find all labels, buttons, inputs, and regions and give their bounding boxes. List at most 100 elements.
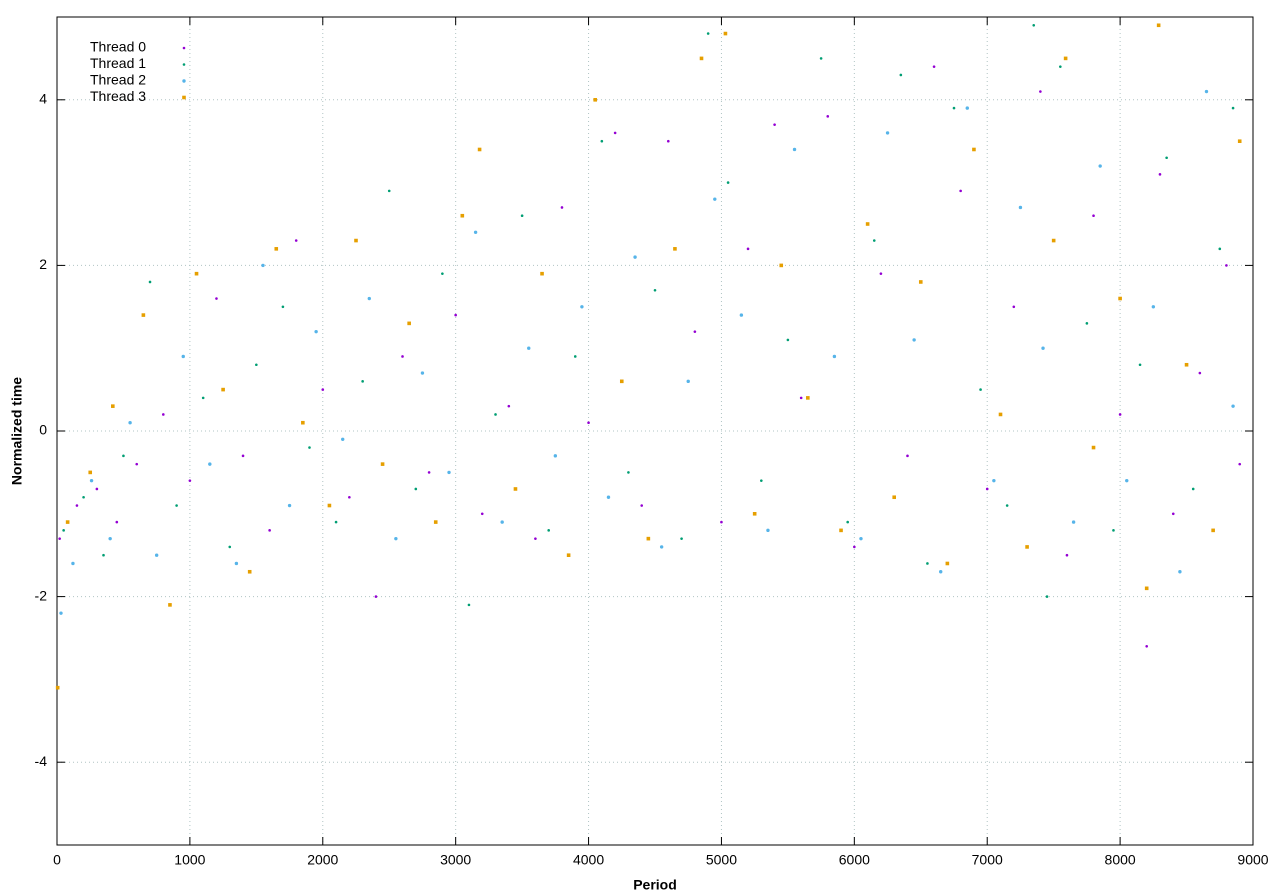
point (600, 139, 604, 143)
point (1231, 106, 1235, 110)
point (1051, 238, 1056, 243)
point (1125, 478, 1129, 483)
point (1165, 156, 1168, 160)
point (1156, 23, 1161, 28)
point (281, 305, 285, 309)
y-tick-label: 2 (39, 256, 47, 272)
point (427, 471, 431, 474)
point (965, 106, 969, 110)
point (1138, 363, 1142, 367)
point (354, 238, 358, 243)
point (1225, 264, 1228, 267)
point (175, 504, 178, 507)
point (221, 387, 225, 392)
point (899, 73, 903, 77)
point (314, 329, 318, 334)
point (723, 31, 728, 36)
point (693, 330, 697, 333)
point (1041, 346, 1045, 350)
point (1092, 214, 1095, 218)
point (832, 354, 837, 359)
point (1118, 413, 1122, 416)
point (892, 495, 896, 500)
legend-marker (182, 63, 186, 66)
point (128, 421, 132, 425)
point (1178, 570, 1182, 574)
point (367, 296, 371, 301)
point (122, 454, 125, 458)
point (613, 131, 617, 135)
point (1151, 305, 1156, 309)
point (111, 404, 115, 408)
point (1018, 205, 1023, 210)
point (1063, 56, 1068, 61)
point (135, 462, 139, 466)
x-tick-label: 2000 (307, 852, 338, 868)
point (819, 57, 823, 60)
point (274, 247, 279, 251)
point (341, 437, 345, 441)
point (865, 222, 870, 226)
point (294, 239, 298, 242)
y-tick-label: 4 (39, 91, 47, 107)
point (1065, 553, 1069, 557)
point (918, 280, 923, 284)
point (547, 529, 550, 532)
point (507, 404, 511, 408)
point (998, 412, 1003, 417)
point (992, 478, 996, 483)
point (454, 313, 457, 317)
point (480, 512, 484, 516)
point (115, 520, 119, 524)
point (1059, 65, 1062, 68)
point (540, 271, 544, 276)
point (1184, 362, 1189, 367)
point (55, 685, 60, 690)
point (1238, 462, 1242, 466)
x-tick-label: 6000 (839, 852, 870, 868)
point (102, 553, 105, 557)
point (154, 553, 159, 557)
point (374, 595, 378, 598)
point (926, 562, 929, 565)
point (401, 355, 404, 358)
point (760, 479, 763, 482)
point (75, 504, 79, 507)
point (826, 115, 830, 118)
point (467, 603, 471, 607)
point (201, 396, 205, 400)
point (407, 321, 411, 326)
point (699, 56, 704, 61)
point (1158, 173, 1162, 176)
point (593, 98, 597, 102)
legend-label: Thread 2 (90, 72, 146, 88)
point (327, 503, 332, 508)
point (1144, 586, 1149, 591)
point (1231, 404, 1235, 408)
point (420, 371, 425, 375)
point (806, 396, 810, 400)
legend-label: Thread 1 (90, 55, 146, 71)
point (853, 545, 856, 549)
point (879, 272, 883, 275)
point (1118, 296, 1122, 301)
point (619, 379, 624, 384)
point (566, 553, 571, 557)
point (287, 503, 292, 508)
point (82, 495, 85, 499)
y-axis-label: Normalized time (9, 377, 25, 485)
y-tick-label: -4 (35, 753, 48, 769)
point (1198, 371, 1202, 375)
point (839, 528, 843, 533)
point (959, 189, 962, 193)
point (553, 454, 558, 458)
point (194, 271, 199, 276)
point (1091, 445, 1096, 450)
legend-label: Thread 0 (90, 39, 146, 55)
x-axis-label: Period (633, 877, 677, 893)
point (952, 106, 956, 110)
point (89, 478, 94, 483)
point (433, 520, 438, 524)
